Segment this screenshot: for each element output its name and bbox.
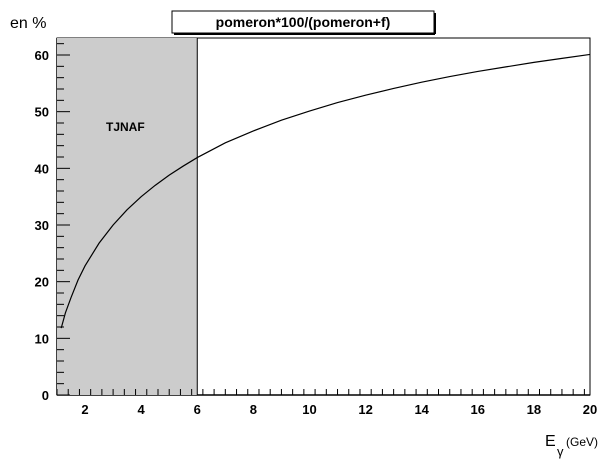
x-tick-label: 2 [81,402,88,417]
x-axis-label-unit: (GeV) [566,435,598,449]
label-layer: 2 4 6 8 10 12 14 16 18 20 10 20 30 40 50 60 0 [35,48,598,417]
x-tick-label: 4 [138,402,146,417]
y-tick-label: 10 [35,331,49,346]
x-tick-label: 12 [358,402,372,417]
y-tick-label: 30 [35,218,49,233]
x-tick-label: 6 [194,402,201,417]
x-tick-label: 20 [583,402,597,417]
shaded-region [57,38,198,395]
y-tick-label: 50 [35,105,49,120]
x-tick-label: 8 [250,402,257,417]
shaded-region-layer: TJNAF [57,38,198,395]
title-box: pomeron*100/(pomeron+f) [171,10,436,35]
curve-layer [60,53,591,329]
y-axis-label: en % [10,15,46,32]
x-tick-label: 10 [302,402,316,417]
series-curve [60,53,591,329]
y-tick-label: 40 [35,161,49,176]
y-tick-label: 20 [35,275,49,290]
x-tick-label: 18 [527,402,541,417]
y-tick-label: 60 [35,48,49,63]
y-tick-label-zero: 0 [42,388,49,403]
x-axis-label-main: E [545,433,556,450]
tick-layer [56,43,585,396]
x-axis-label: E γ (GeV) [545,433,598,459]
x-tick-label: 14 [414,402,429,417]
x-tick-label: 16 [471,402,485,417]
x-axis-label-sub: γ [557,444,564,459]
shaded-region-label: TJNAF [106,120,145,134]
chart-title: pomeron*100/(pomeron+f) [216,14,391,30]
